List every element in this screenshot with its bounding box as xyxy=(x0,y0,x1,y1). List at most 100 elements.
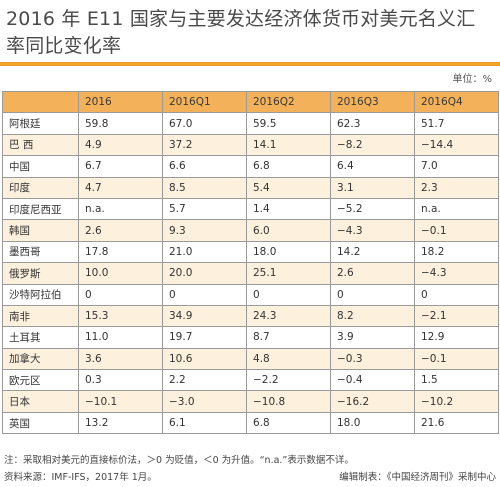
table-cell: 4.8 xyxy=(246,347,331,371)
table-row: 中国 6.7 6.6 6.8 6.4 7.0 xyxy=(2,155,499,178)
table-cell: −5.2 xyxy=(330,197,415,221)
source-note: 资料来源：IMF-IFS，2017年 1月。 xyxy=(4,472,157,483)
table-cell: 2.3 xyxy=(414,176,499,199)
table-cell: 14.2 xyxy=(330,240,415,264)
column-header: 2016 xyxy=(78,90,163,114)
table-cell: 2.6 xyxy=(78,219,163,242)
header-corner xyxy=(2,90,79,114)
table-cell: −8.2 xyxy=(330,133,415,157)
table-cell: −3.0 xyxy=(162,390,247,413)
table-cell: 4.7 xyxy=(78,176,163,199)
table-cell: 9.3 xyxy=(162,219,247,242)
table-cell: 51.7 xyxy=(414,112,499,135)
table-cell: n.a. xyxy=(78,197,163,221)
table-cell: −0.4 xyxy=(330,369,415,392)
column-header: 2016Q4 xyxy=(414,90,499,114)
table-row: 巴 西 4.9 37.2 14.1 −8.2 −14.4 xyxy=(2,133,499,157)
table-cell: 59.5 xyxy=(246,112,331,135)
row-label: 印度 xyxy=(2,176,79,199)
row-label: 墨西哥 xyxy=(2,240,79,264)
table-cell: 17.8 xyxy=(78,240,163,264)
unit-label: 单位：% xyxy=(452,74,492,85)
row-label: 南非 xyxy=(2,304,79,328)
table-cell: −2.1 xyxy=(414,304,499,328)
table-cell: 6.4 xyxy=(330,155,415,178)
table-cell: 8.7 xyxy=(246,326,331,349)
table-cell: 0 xyxy=(414,283,499,306)
table-cell: 24.3 xyxy=(246,304,331,328)
table-cell: 3.1 xyxy=(330,176,415,199)
table-cell: 7.0 xyxy=(414,155,499,178)
table-cell: 3.6 xyxy=(78,347,163,371)
table-cell: 18.0 xyxy=(246,240,331,264)
table-row: 阿根廷 59.8 67.0 59.5 62.3 51.7 xyxy=(2,112,499,135)
table-cell: 21.0 xyxy=(162,240,247,264)
table-row: 俄罗斯 10.0 20.0 25.1 2.6 −4.3 xyxy=(2,262,499,285)
column-header: 2016Q1 xyxy=(162,90,247,114)
table-cell: 25.1 xyxy=(246,262,331,285)
table-cell: 6.8 xyxy=(246,155,331,178)
row-label: 印度尼西亚 xyxy=(2,197,79,221)
table-row: 沙特阿拉伯 0 0 0 0 0 xyxy=(2,283,499,306)
table-cell: 0 xyxy=(330,283,415,306)
row-label: 沙特阿拉伯 xyxy=(2,283,79,306)
table-cell: 6.8 xyxy=(246,411,331,435)
table-cell: 6.6 xyxy=(162,155,247,178)
table-cell: 12.9 xyxy=(414,326,499,349)
table-cell: 1.4 xyxy=(246,197,331,221)
table-row: 土耳其 11.0 19.7 8.7 3.9 12.9 xyxy=(2,326,499,349)
table-cell: 62.3 xyxy=(330,112,415,135)
credit-note: 编辑制表：《中国经济周刊》采制中心 xyxy=(339,472,496,483)
row-label: 日本 xyxy=(2,390,79,413)
column-header: 2016Q2 xyxy=(246,90,331,114)
table-cell: 11.0 xyxy=(78,326,163,349)
table-cell: −4.3 xyxy=(330,219,415,242)
table-cell: 34.9 xyxy=(162,304,247,328)
table-cell: −14.4 xyxy=(414,133,499,157)
column-header: 2016Q3 xyxy=(330,90,415,114)
table-cell: −10.1 xyxy=(78,390,163,413)
table-cell: 0 xyxy=(246,283,331,306)
table-cell: 10.0 xyxy=(78,262,163,285)
row-label: 英国 xyxy=(2,411,79,435)
table-cell: −0.1 xyxy=(414,219,499,242)
table-cell: n.a. xyxy=(414,197,499,221)
table-row: 日本 −10.1 −3.0 −10.8 −16.2 −10.2 xyxy=(2,390,499,413)
table-cell: 2.6 xyxy=(330,262,415,285)
table-row: 欧元区 0.3 2.2 −2.2 −0.4 1.5 xyxy=(2,369,499,392)
table-cell: 8.5 xyxy=(162,176,247,199)
table-cell: −0.3 xyxy=(330,347,415,371)
table-cell: 14.1 xyxy=(246,133,331,157)
table-cell: 20.0 xyxy=(162,262,247,285)
table-cell: 18.0 xyxy=(330,411,415,435)
table-cell: −16.2 xyxy=(330,390,415,413)
table-cell: 2.2 xyxy=(162,369,247,392)
table-cell: 15.3 xyxy=(78,304,163,328)
table-cell: 21.6 xyxy=(414,411,499,435)
table-row: 加拿大 3.6 10.6 4.8 −0.3 −0.1 xyxy=(2,347,499,371)
table-cell: 6.1 xyxy=(162,411,247,435)
table-cell: 37.2 xyxy=(162,133,247,157)
table-row: 韩国 2.6 9.3 6.0 −4.3 −0.1 xyxy=(2,219,499,242)
row-label: 巴 西 xyxy=(2,133,79,157)
table-cell: 10.6 xyxy=(162,347,247,371)
table-cell: 59.8 xyxy=(78,112,163,135)
table-header-row: 2016 2016Q1 2016Q2 2016Q3 2016Q4 xyxy=(2,90,499,114)
row-label: 欧元区 xyxy=(2,369,79,392)
table-cell: −2.2 xyxy=(246,369,331,392)
title-divider xyxy=(0,62,500,66)
page-title: 2016 年 E11 国家与主要发达经济体货币对美元名义汇率同比变化率 xyxy=(6,8,476,57)
table-cell: 18.2 xyxy=(414,240,499,264)
table-cell: −0.1 xyxy=(414,347,499,371)
table-cell: 8.2 xyxy=(330,304,415,328)
table-row: 墨西哥 17.8 21.0 18.0 14.2 18.2 xyxy=(2,240,499,264)
data-table: 2016 2016Q1 2016Q2 2016Q3 2016Q4 阿根廷 59.8 67.0 5… xyxy=(2,90,499,435)
footnote: 注：采取相对美元的直接标价法，＞0 为贬值，＜0 为升值。“n.a.”表示数据不… xyxy=(4,455,354,466)
row-label: 土耳其 xyxy=(2,326,79,349)
row-label: 加拿大 xyxy=(2,347,79,371)
table-cell: −10.8 xyxy=(246,390,331,413)
row-label: 俄罗斯 xyxy=(2,262,79,285)
row-label: 阿根廷 xyxy=(2,112,79,135)
table-cell: 0 xyxy=(78,283,163,306)
table-row: 南非 15.3 34.9 24.3 8.2 −2.1 xyxy=(2,304,499,328)
